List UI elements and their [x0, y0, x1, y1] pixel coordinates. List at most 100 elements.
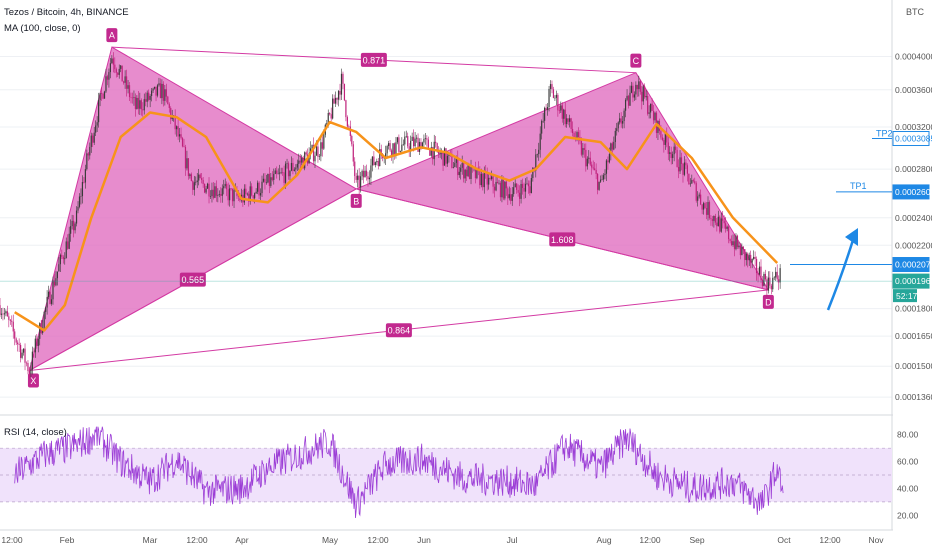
candle-body [546, 107, 549, 110]
candle-body [249, 186, 251, 202]
candle-body [159, 83, 162, 99]
candle-body [392, 143, 394, 156]
rsi-legend[interactable]: RSI (14, close) [4, 427, 67, 438]
candle-body [148, 92, 150, 100]
candle-body [304, 152, 306, 169]
candle-body [55, 278, 57, 286]
point-badge-bg [106, 28, 118, 43]
forecast-arrow-icon [826, 228, 858, 311]
candle-body [673, 146, 675, 155]
ma-line [14, 111, 779, 332]
candle-body [585, 149, 587, 167]
candle-body [524, 183, 527, 192]
candle-body [691, 180, 693, 184]
candle-body [162, 83, 164, 101]
candle-body [635, 84, 637, 95]
candle-body [544, 107, 546, 121]
ratio-badge[interactable]: 0.864 [385, 323, 412, 338]
harmonic-pattern[interactable]: 0.871 0.565 1.608 0.864 X A B C D [27, 28, 774, 388]
candle-body [320, 142, 322, 157]
ma-legend[interactable]: MA (100, close, 0) [4, 23, 81, 34]
rsi-panel [0, 426, 892, 519]
candle-body [12, 321, 14, 332]
candle-body [99, 93, 101, 101]
candle-body [65, 241, 67, 259]
candle-body [100, 93, 103, 94]
time-tick-label: 12:00 [819, 535, 841, 545]
candle-body [726, 226, 728, 229]
candle-body [415, 137, 418, 139]
candle-body [245, 188, 247, 195]
candle-body [81, 182, 84, 197]
tp1-price-box [892, 184, 930, 200]
candle-body [507, 188, 509, 199]
ratio-badge[interactable]: 0.565 [179, 272, 206, 287]
candle-body [692, 180, 694, 182]
last-price-box-label: 0.0001964 [895, 276, 932, 286]
point-badge-bg [350, 193, 362, 208]
candle-body [357, 175, 359, 180]
candle-body [186, 158, 188, 169]
candle-body [276, 170, 278, 174]
candle-body [697, 196, 699, 201]
symbol-title[interactable]: Tezos / Bitcoin, 4h, BINANCE [4, 7, 129, 18]
candle-body [489, 177, 491, 179]
candle-body [223, 186, 225, 189]
candle-body [455, 157, 457, 163]
candle-body [204, 183, 206, 193]
candle-body [517, 189, 519, 193]
candle-body [614, 130, 616, 143]
tp1-price-box-label: 0.0002605 [895, 187, 932, 197]
candle-body [498, 182, 500, 184]
candle-body [708, 202, 711, 219]
candle-body [153, 86, 156, 89]
candle-body [535, 154, 537, 171]
candle-body [0, 305, 1, 315]
price-tick-label: 0.0002800 [895, 164, 932, 174]
candle-body [393, 143, 396, 154]
candle-body [53, 280, 56, 286]
ratio-badge-bg [385, 323, 412, 338]
candle-body [410, 140, 412, 151]
point-badge-c[interactable]: C [630, 53, 642, 68]
candle-body [723, 220, 725, 224]
point-badge-a[interactable]: A [106, 28, 118, 43]
candle-body [566, 118, 568, 125]
candle-body [570, 118, 572, 129]
candle-body [610, 143, 612, 155]
candle-body [619, 118, 621, 123]
time-axis: 12:00 Feb Mar 12:00 Apr May 12:00 Jun Jul Aug 12:0… [1, 535, 884, 545]
candle-body [689, 183, 691, 185]
candle-body [309, 148, 312, 154]
candle-body [130, 97, 132, 98]
candle-body [59, 254, 61, 265]
candle-body [435, 141, 437, 144]
candle-body [470, 165, 472, 179]
time-tick-label: May [322, 535, 339, 545]
candle-body [178, 134, 181, 137]
moving-average [14, 111, 779, 332]
candle-body [402, 144, 404, 146]
candle-body [499, 182, 502, 198]
candle-body [557, 94, 559, 111]
candle-body [729, 239, 731, 242]
candle-body [317, 146, 319, 157]
candle-body [432, 147, 434, 160]
candle-body [18, 344, 20, 345]
point-badge-d[interactable]: D [762, 294, 774, 309]
candle-body [305, 152, 307, 155]
candle-body [594, 168, 596, 170]
point-badge-b[interactable]: B [350, 193, 362, 208]
ratio-badge[interactable]: 1.608 [549, 232, 576, 247]
candle-body [187, 158, 190, 177]
candle-body [638, 81, 640, 90]
candle-body [326, 123, 328, 125]
candle-body [748, 254, 750, 261]
ratio-badge[interactable]: 0.871 [360, 52, 387, 67]
candle-body [131, 97, 134, 99]
candle-body [28, 370, 31, 374]
candle-body [332, 98, 334, 119]
candle-body [508, 194, 510, 199]
candle-body [654, 112, 656, 121]
